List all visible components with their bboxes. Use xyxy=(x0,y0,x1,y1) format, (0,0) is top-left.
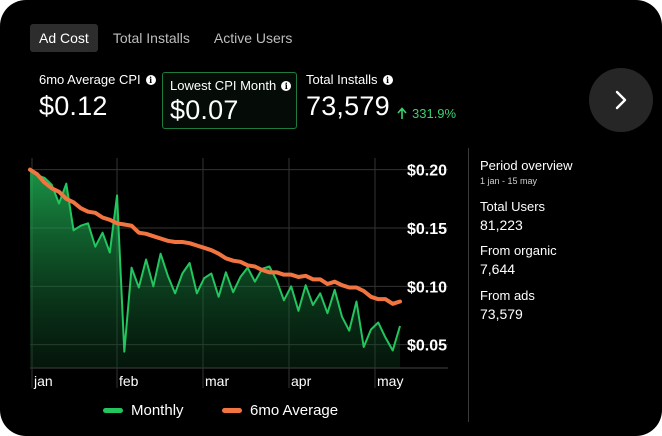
sidebar-divider xyxy=(468,148,469,422)
installs-growth-value: 331.9% xyxy=(412,106,457,121)
kpi-lowest-cpi-value: $0.07 xyxy=(170,95,239,125)
kpi-average-cpi-value: $0.12 xyxy=(39,91,108,121)
x-tick-label: jan xyxy=(33,373,53,389)
next-button[interactable] xyxy=(589,68,653,132)
info-icon[interactable]: i xyxy=(145,74,156,85)
tab-total-installs[interactable]: Total Installs xyxy=(112,30,190,46)
stat-total-users: Total Users 81,223 xyxy=(480,199,545,233)
chevron-right-icon xyxy=(615,90,627,110)
cpi-line-chart: $0.20 $0.15 $0.10 $0.05 jan feb mar apr may xyxy=(28,158,448,389)
info-icon[interactable]: i xyxy=(281,80,292,91)
x-tick-label: mar xyxy=(205,373,229,389)
series-monthly-line xyxy=(29,168,401,353)
kpi-total-installs: Total Installs i 73,579 xyxy=(306,72,393,128)
kpi-lowest-cpi[interactable]: Lowest CPI Month i $0.07 xyxy=(162,72,297,129)
kpi-lowest-cpi-label: Lowest CPI Month xyxy=(170,78,277,93)
y-tick-label: $0.20 xyxy=(407,163,447,180)
period-overview-title: Period overview xyxy=(480,158,573,173)
series-monthly-area xyxy=(30,169,400,368)
stat-from-organic: From organic 7,644 xyxy=(480,243,557,277)
x-tick-label: apr xyxy=(291,373,312,389)
stat-label: Total Users xyxy=(480,199,546,214)
installs-growth-badge: 331.9% xyxy=(397,106,456,121)
stat-value: 7,644 xyxy=(480,261,516,277)
x-tick-label: may xyxy=(377,373,403,389)
stat-label: From ads xyxy=(480,288,535,303)
legend-label-average: 6mo Average xyxy=(250,402,339,419)
series-average-line xyxy=(28,167,402,306)
x-tick-label: feb xyxy=(119,373,139,389)
kpi-total-installs-label: Total Installs xyxy=(306,72,378,87)
stat-value: 73,579 xyxy=(480,306,523,322)
period-overview: Period overview 1 jan - 15 may xyxy=(480,158,573,186)
kpi-average-cpi: 6mo Average CPI i $0.12 xyxy=(39,72,156,128)
arrow-up-icon xyxy=(397,107,407,119)
kpi-average-cpi-label: 6mo Average CPI xyxy=(39,72,141,87)
metric-tabs: Ad Cost Total Installs Active Users xyxy=(30,24,307,52)
legend-label-monthly: Monthly xyxy=(131,402,184,419)
stat-label: From organic xyxy=(480,243,557,258)
stat-value: 81,223 xyxy=(480,217,523,233)
stat-from-ads: From ads 73,579 xyxy=(480,288,535,322)
legend-item-average: 6mo Average xyxy=(222,402,338,419)
y-tick-label: $0.15 xyxy=(407,221,447,238)
tab-ad-cost[interactable]: Ad Cost xyxy=(30,24,98,52)
kpi-total-installs-value: 73,579 xyxy=(306,91,390,121)
legend-swatch-monthly xyxy=(103,408,123,413)
info-icon[interactable]: i xyxy=(382,74,393,85)
y-tick-label: $0.10 xyxy=(407,279,447,296)
period-range: 1 jan - 15 may xyxy=(480,176,538,186)
y-tick-label: $0.05 xyxy=(407,338,447,355)
tab-active-users[interactable]: Active Users xyxy=(213,30,293,46)
legend-swatch-average xyxy=(222,408,242,413)
legend-item-monthly: Monthly xyxy=(103,402,184,419)
